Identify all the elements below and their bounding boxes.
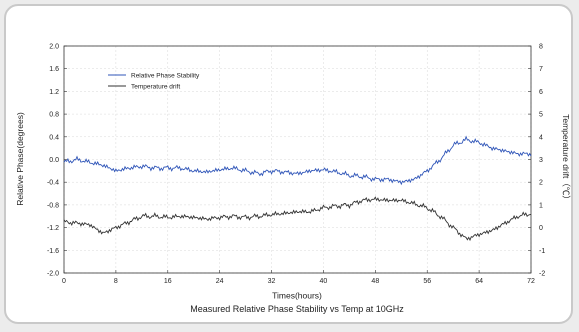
x-tick-label: 0: [62, 278, 66, 285]
y-left-tick-label: 1.2: [49, 89, 59, 96]
x-tick-label: 48: [371, 278, 379, 285]
x-tick-label: 32: [268, 278, 276, 285]
y-left-tick-label: -0.8: [47, 202, 59, 209]
y-left-tick-label: -1.2: [47, 225, 59, 232]
y-right-tick-label: 2: [539, 180, 543, 187]
y-left-tick-label: -0.4: [47, 180, 59, 187]
y-left-tick-label: 0.0: [49, 157, 59, 164]
legend-label-temperature: Temperature drift: [131, 84, 180, 91]
y-right-tick-label: 7: [539, 66, 543, 73]
axis-ticks: 0 8 16 24 32 40 48 56 64 722.0 81.6 71.2 60.8 50.4 40.…: [47, 44, 545, 286]
y-right-tick-label: 0: [539, 225, 543, 232]
y-right-tick-label: -1: [539, 248, 545, 255]
legend-label-phase: Relative Phase Stability: [131, 73, 200, 80]
y-left-tick-label: 0.8: [49, 112, 59, 119]
y-right-tick-label: 5: [539, 112, 543, 119]
x-tick-label: 8: [114, 278, 118, 285]
y-left-tick-label: -1.6: [47, 248, 59, 255]
y-left-tick-label: -2.0: [47, 271, 59, 278]
chart-series: [63, 135, 532, 242]
y-right-tick-label: -2: [539, 271, 545, 278]
y-left-tick-label: 2.0: [49, 44, 59, 51]
x-tick-label: 64: [475, 278, 483, 285]
x-tick-label: 56: [423, 278, 431, 285]
x-axis-label: Times(hours): [272, 291, 322, 301]
y-right-tick-label: 8: [539, 44, 543, 51]
legend: Relative Phase Stability Temperature dri…: [108, 73, 200, 91]
y-right-tick-label: 3: [539, 157, 543, 164]
y-axis-left-label: Relative Phase(degrees): [15, 112, 25, 206]
y-axis-right-label: Temperature drift（℃）: [561, 114, 571, 204]
y-left-tick-label: 0.4: [49, 134, 59, 141]
y-right-tick-label: 4: [539, 134, 543, 141]
x-tick-label: 16: [164, 278, 172, 285]
x-tick-label: 24: [216, 278, 224, 285]
y-right-tick-label: 6: [539, 89, 543, 96]
y-right-tick-label: 1: [539, 202, 543, 209]
series-line-phase: [63, 135, 532, 186]
x-tick-label: 40: [320, 278, 328, 285]
series-line-temperature: [63, 196, 532, 242]
chart-grid: [63, 45, 532, 274]
chart-title: Measured Relative Phase Stability vs Tem…: [190, 304, 404, 314]
x-tick-label: 72: [527, 278, 535, 285]
y-left-tick-label: 1.6: [49, 66, 59, 73]
